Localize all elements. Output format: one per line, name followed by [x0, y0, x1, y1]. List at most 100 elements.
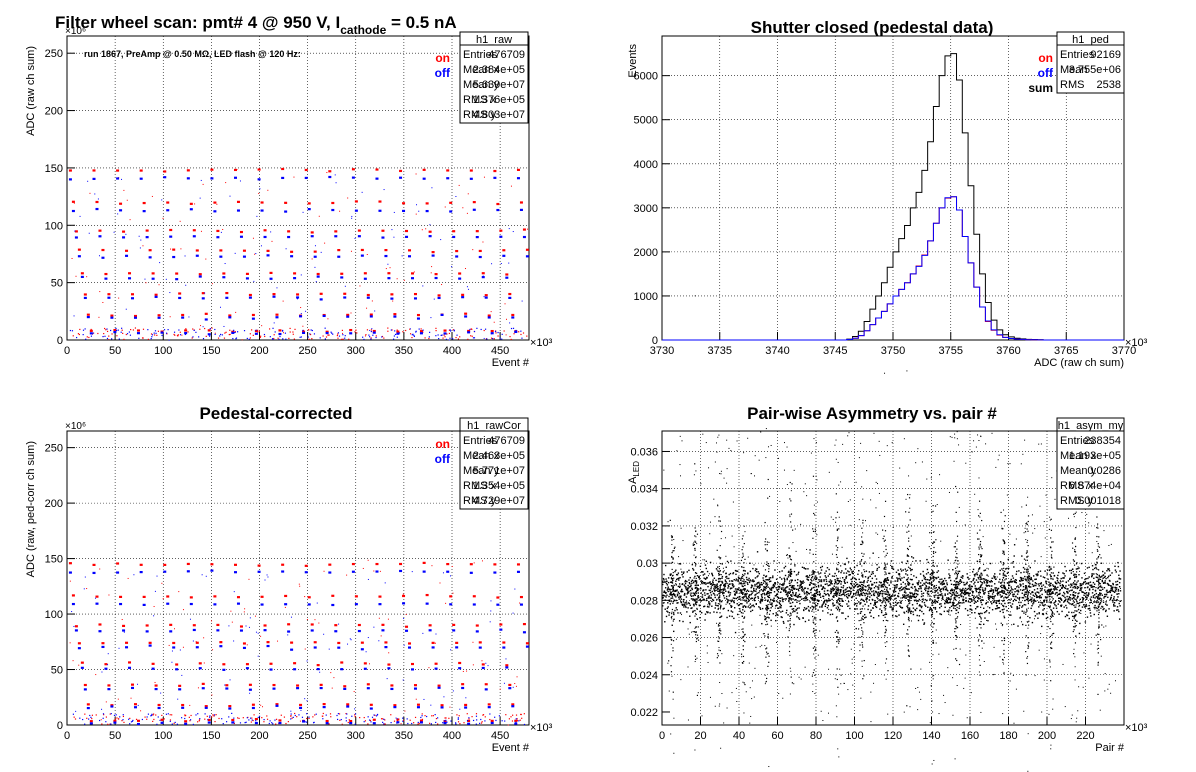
point: [1007, 596, 1009, 598]
point-off: [335, 182, 337, 184]
point-on: [431, 266, 433, 268]
point-on: [495, 332, 497, 334]
point-off: [305, 310, 307, 312]
point: [974, 596, 977, 599]
point: [895, 604, 897, 606]
point: [785, 586, 787, 589]
point: [1092, 595, 1095, 597]
point: [772, 613, 774, 615]
point-on: [464, 312, 468, 315]
point: [745, 599, 747, 601]
point-on: [116, 717, 118, 719]
point: [784, 598, 786, 600]
point: [797, 578, 799, 581]
point: [1089, 584, 1091, 586]
point: [819, 618, 821, 621]
point-off: [434, 714, 436, 716]
point: [915, 593, 918, 595]
point-on: [122, 624, 126, 628]
point-off: [455, 646, 459, 649]
point: [806, 578, 808, 580]
point: [682, 576, 684, 578]
point: [710, 588, 712, 590]
point: [888, 598, 890, 600]
point-on: [393, 720, 396, 722]
point: [717, 608, 719, 610]
point-off: [202, 326, 204, 328]
point: [1062, 577, 1065, 579]
point: [878, 592, 881, 595]
point: [677, 572, 680, 574]
point: [984, 588, 987, 590]
point-off: [254, 332, 258, 335]
point: [692, 610, 694, 612]
point-on: [342, 338, 344, 340]
point: [1031, 604, 1033, 607]
point: [880, 584, 882, 586]
x-axis-label: ADC (raw ch sum): [1034, 357, 1124, 369]
point-off: [309, 333, 311, 335]
point-on: [314, 619, 316, 621]
point: [725, 581, 727, 583]
point: [823, 602, 825, 604]
point: [1047, 590, 1050, 592]
point-off: [292, 716, 294, 718]
point-on: [420, 330, 422, 332]
point: [790, 593, 792, 596]
point-on: [440, 704, 444, 707]
point: [737, 579, 739, 582]
point: [901, 597, 904, 599]
x-tick-label: 3745: [823, 345, 847, 357]
point-off: [119, 209, 123, 212]
point: [979, 591, 982, 594]
point-on: [77, 333, 80, 335]
point: [776, 593, 779, 596]
point: [668, 595, 670, 598]
point-off: [204, 292, 206, 294]
point-on: [499, 688, 501, 690]
point: [1008, 591, 1011, 594]
point-on: [215, 714, 217, 716]
point: [746, 597, 749, 600]
point: [768, 592, 770, 594]
point: [761, 600, 763, 602]
point: [806, 594, 808, 596]
point-off: [163, 329, 166, 331]
point: [1018, 570, 1020, 572]
point: [838, 594, 840, 596]
point-on: [338, 713, 341, 715]
point: [853, 577, 856, 579]
point-on: [148, 249, 152, 252]
point: [880, 610, 883, 612]
point: [1001, 595, 1004, 597]
stats-key: Entries: [463, 435, 498, 447]
point: [1066, 614, 1069, 617]
point: [1005, 568, 1007, 570]
point: [735, 578, 738, 580]
point: [750, 598, 752, 600]
point-on: [169, 719, 172, 721]
point: [923, 578, 926, 580]
point: [838, 570, 840, 573]
point: [937, 576, 940, 578]
point: [1075, 598, 1077, 601]
point-on: [145, 229, 149, 232]
point-off: [151, 713, 153, 715]
point: [693, 594, 696, 596]
point: [689, 582, 691, 585]
point: [684, 602, 686, 604]
point: [739, 603, 742, 605]
point: [755, 568, 757, 570]
point: [825, 570, 827, 572]
x-tick-label: 3760: [996, 345, 1020, 357]
point: [811, 597, 814, 599]
point: [744, 570, 746, 572]
point: [1052, 598, 1054, 600]
point-on: [319, 292, 323, 295]
y-tick-label: 0.022: [630, 707, 658, 719]
point-off: [525, 645, 529, 648]
point-off: [351, 176, 355, 179]
point-off: [490, 610, 492, 612]
point-on: [252, 719, 254, 722]
point-on: [362, 567, 364, 569]
